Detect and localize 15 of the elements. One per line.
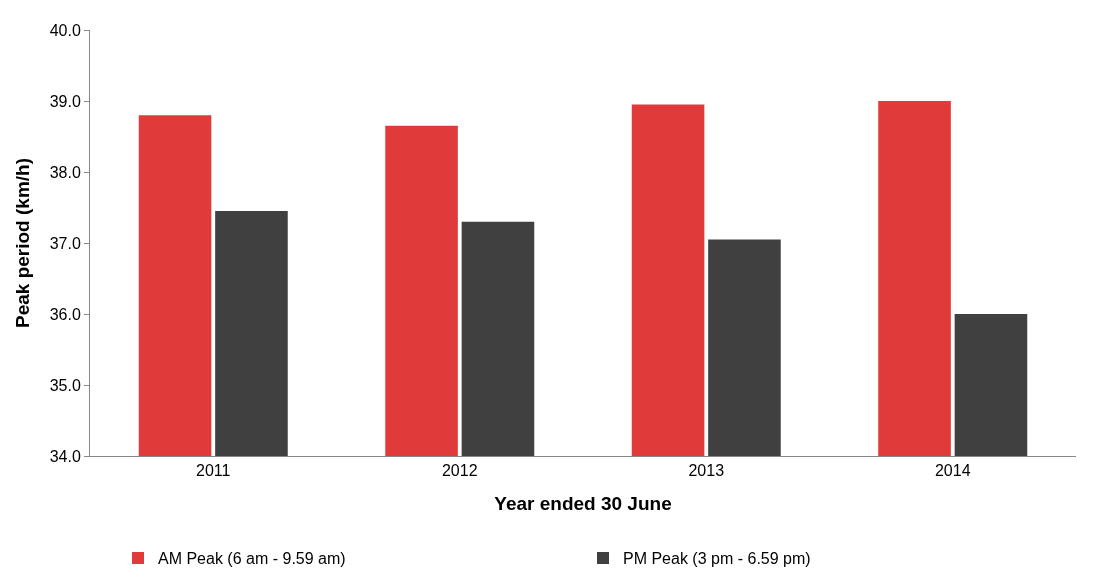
x-tick-label: 2013 [688, 462, 725, 480]
x-tick-label: 2011 [196, 462, 231, 480]
y-tick-label: 35.0 [49, 376, 81, 394]
y-tick-label: 40.0 [49, 21, 81, 39]
legend-label: PM Peak (3 pm - 6.59 pm) [623, 550, 811, 568]
x-tick-label: 2012 [441, 462, 478, 480]
y-tick-label: 39.0 [49, 92, 81, 110]
y-tick-label: 34.0 [49, 447, 81, 465]
x-tick-label: 2014 [934, 462, 971, 480]
legend-label: AM Peak (6 am - 9.59 am) [158, 550, 346, 568]
y-axis-title: Peak period (km/h) [11, 158, 33, 328]
y-tick-label: 36.0 [49, 305, 81, 323]
y-tick-label: 38.0 [49, 163, 81, 181]
y-tick-label: 37.0 [49, 234, 81, 252]
x-axis-title: Year ended 30 June [494, 493, 672, 514]
